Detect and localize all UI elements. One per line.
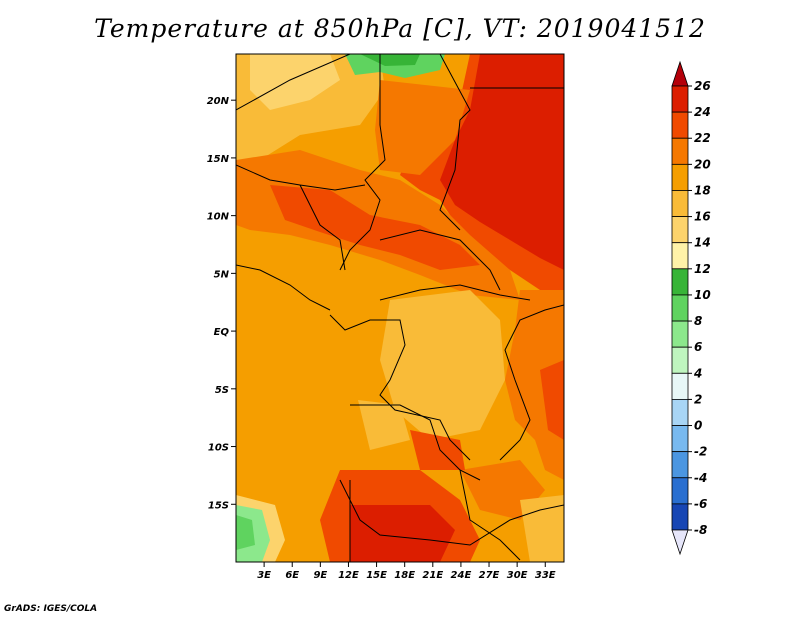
colorbar-swatch	[671, 111, 689, 139]
colorbar-swatch	[671, 216, 689, 244]
colorbar-swatch	[671, 425, 689, 453]
lat-tick-label: EQ	[214, 327, 230, 338]
colorbar-swatch	[671, 190, 689, 217]
colorbar-label: 12	[694, 262, 711, 276]
grads-credit: GrADS: IGES/COLA	[4, 604, 98, 614]
colorbar-label: 26	[694, 79, 711, 93]
lat-tick-label: 15S	[208, 500, 229, 511]
colorbar-label: 6	[694, 340, 702, 354]
colorbar-swatch	[671, 320, 689, 348]
longitude-axis: 3E 6E 9E 12E 15E 18E 21E 24E 27E 30E 33E	[257, 562, 556, 581]
lon-tick-label: 15E	[366, 570, 387, 581]
colorbar-swatch	[671, 85, 689, 113]
colorbar-swatch	[671, 399, 689, 426]
lon-tick-label: 27E	[479, 570, 500, 581]
colorbar-swatch	[671, 477, 689, 505]
colorbar-label: 18	[694, 183, 711, 197]
colorbar-label: 24	[694, 105, 711, 119]
colorbar-label: -6	[694, 497, 707, 511]
lon-tick-label: 6E	[285, 570, 299, 581]
lon-tick-label: 24E	[451, 570, 472, 581]
colorbar-swatch	[671, 163, 689, 191]
colorbar-swatch	[671, 294, 689, 322]
colorbar-swatch	[671, 268, 689, 296]
colorbar-label: -2	[694, 445, 707, 459]
colorbar-label: 4	[693, 366, 702, 380]
colorbar-bottom-arrow	[671, 529, 689, 556]
lat-tick-label: 10S	[208, 443, 229, 454]
lat-tick-label: 10N	[207, 212, 230, 223]
lon-tick-label: 9E	[313, 570, 327, 581]
colorbar-swatch	[671, 372, 689, 400]
lat-tick-label: 15N	[207, 154, 230, 165]
colorbar-label: 14	[694, 236, 711, 250]
colorbar-swatch	[671, 242, 689, 270]
colorbar-label: 22	[694, 131, 711, 145]
colorbar-label: 0	[694, 419, 702, 433]
colorbar-label: -4	[694, 471, 707, 485]
lon-tick-label: 3E	[257, 570, 271, 581]
country-borders	[236, 54, 564, 562]
colorbar-label: 10	[694, 288, 711, 302]
lat-tick-label: 5N	[214, 269, 230, 280]
lon-tick-label: 21E	[422, 570, 443, 581]
colorbar-swatch	[671, 503, 689, 531]
temperature-field	[236, 54, 564, 562]
colorbar-label: 2	[694, 392, 702, 406]
lon-tick-label: 33E	[535, 570, 556, 581]
colorbar-label: -8	[694, 523, 707, 537]
colorbar-swatch	[671, 346, 689, 374]
colorbar-swatch	[671, 137, 689, 165]
lat-tick-label: 5S	[215, 385, 229, 396]
colorbar-top-arrow	[671, 60, 689, 87]
map-title: Temperature at 850hPa [C], VT: 201904151…	[94, 14, 706, 43]
colorbar-label: 20	[694, 157, 711, 171]
lat-tick-label: 20N	[207, 96, 230, 107]
lon-tick-label: 12E	[338, 570, 359, 581]
colorbar-label: 8	[694, 314, 702, 328]
lon-tick-label: 18E	[394, 570, 415, 581]
latitude-axis: 20N 15N 10N 5N EQ 5S 10S 15S	[207, 96, 236, 511]
map-frame	[235, 53, 565, 563]
colorbar-label: 16	[694, 210, 711, 224]
lon-tick-label: 30E	[507, 570, 528, 581]
colorbar-swatch	[671, 451, 689, 479]
